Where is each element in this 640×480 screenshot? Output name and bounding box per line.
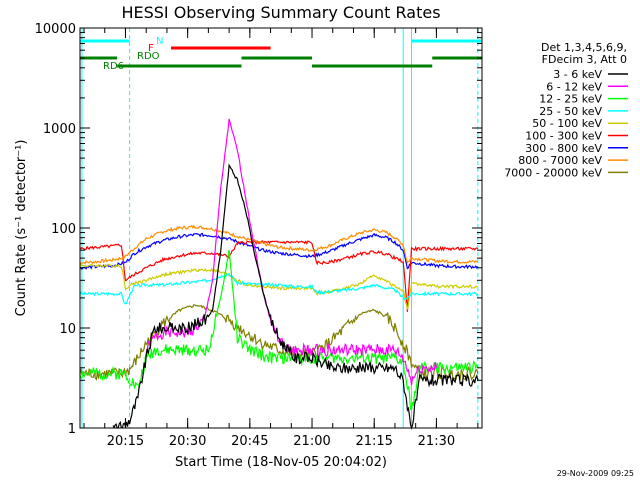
x-tick-label-0: 20:15: [107, 434, 144, 449]
legend-label-2: 12 - 25 keV: [539, 93, 602, 106]
flag-label-rdo: RDO: [137, 51, 160, 62]
series-line-7: [79, 224, 478, 265]
flag-labels: N F RDO RD6: [103, 36, 163, 72]
y-axis-label: Count Rate (s⁻¹ detector⁻¹): [14, 140, 29, 317]
y-tick-label-2: 100: [51, 222, 76, 237]
legend-label-3: 25 - 50 keV: [539, 105, 602, 118]
series-line-1: [145, 118, 437, 386]
legend-entry-7: 800 - 7000 keV: [518, 154, 628, 167]
x-tick-label-1: 20:30: [169, 434, 206, 449]
x-tick-label-2: 20:45: [231, 434, 268, 449]
x-tick-label-4: 21:15: [355, 434, 392, 449]
series-line-3: [79, 272, 479, 305]
y-tick-label-3: 1000: [43, 122, 76, 137]
flag-label-rd6: RD6: [103, 61, 124, 72]
legend-header-line-1: Det 1,3,4,5,6,9,: [541, 41, 627, 54]
chart-title: HESSI Observing Summary Count Rates: [121, 3, 440, 22]
x-tick-label-5: 21:30: [418, 434, 455, 449]
legend-label-7: 800 - 7000 keV: [518, 154, 602, 167]
y-tick-label-1: 10: [59, 322, 76, 337]
x-tick-label-3: 21:00: [293, 434, 330, 449]
series-line-6: [79, 232, 479, 270]
legend-label-0: 3 - 6 keV: [553, 68, 602, 81]
series-line-4: [79, 263, 479, 310]
y-tick-label-4: 10000: [35, 22, 76, 37]
legend-entry-8: 7000 - 20000 keV: [504, 166, 628, 179]
flag-label-f: F: [148, 43, 154, 54]
legend-label-5: 100 - 300 keV: [525, 130, 602, 143]
legend-label-8: 7000 - 20000 keV: [504, 166, 602, 179]
legend-header-line-2: FDecim 3, Att 0: [542, 53, 627, 66]
legend-entry-3: 25 - 50 keV: [539, 105, 628, 118]
legend-entry-2: 12 - 25 keV: [539, 93, 628, 106]
legend-entry-1: 6 - 12 keV: [546, 80, 628, 93]
legend-entry-5: 100 - 300 keV: [525, 130, 628, 143]
timestamp: 29-Nov-2009 09:25: [557, 469, 634, 478]
legend-label-6: 300 - 800 keV: [525, 142, 602, 155]
legend-label-1: 6 - 12 keV: [546, 80, 602, 93]
legend-entry-0: 3 - 6 keV: [553, 68, 628, 81]
y-tick-label-0: 1: [68, 422, 76, 437]
series-line-5: [79, 239, 479, 312]
legend-entry-6: 300 - 800 keV: [525, 142, 628, 155]
series-line-0: [112, 163, 479, 430]
legend-label-4: 50 - 100 keV: [532, 117, 602, 130]
legend-entry-4: 50 - 100 keV: [532, 117, 628, 130]
x-axis-label: Start Time (18-Nov-05 20:04:02): [175, 455, 387, 470]
flag-label-n: N: [156, 36, 163, 47]
